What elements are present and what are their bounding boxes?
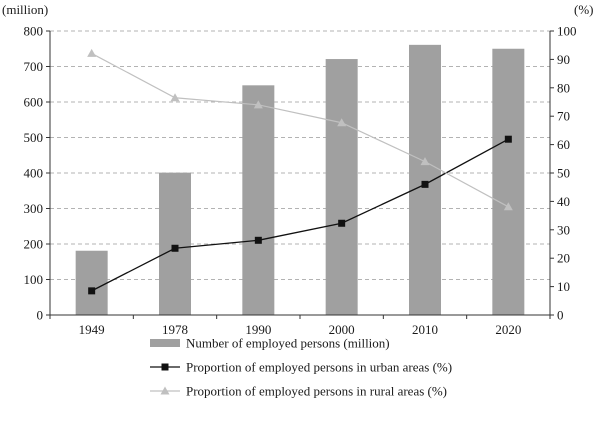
bar <box>409 44 441 315</box>
legend-rural-marker <box>160 386 170 395</box>
rural-point <box>503 202 513 211</box>
x-tick-label: 2010 <box>412 322 438 337</box>
urban-point <box>338 219 346 227</box>
urban-point <box>88 287 96 295</box>
y-right-tick-label: 70 <box>557 109 570 124</box>
legend-bar-label: Number of employed persons (million) <box>186 336 390 351</box>
legend-urban-label: Proportion of employed persons in urban … <box>186 360 452 375</box>
urban-point <box>171 244 179 252</box>
y-left-tick-label: 200 <box>24 237 44 252</box>
y-right-tick-label: 10 <box>557 279 570 294</box>
bar <box>159 172 191 315</box>
y-right-tick-label: 100 <box>557 24 577 39</box>
y-right-tick-label: 80 <box>557 80 570 95</box>
y-left-unit-label: (million) <box>2 2 48 17</box>
urban-point <box>421 180 429 188</box>
rural-point <box>87 48 97 57</box>
line-series <box>87 48 513 295</box>
rural-point <box>337 118 347 127</box>
y-left-tick-label: 100 <box>24 272 44 287</box>
legend-urban-marker <box>161 363 169 371</box>
bar <box>242 85 275 315</box>
x-tick-label: 1990 <box>245 322 271 337</box>
y-right-unit-label: (%) <box>574 2 594 17</box>
rural-point <box>253 100 263 109</box>
y-right-tick-label: 50 <box>557 166 570 181</box>
x-tick-label: 2000 <box>329 322 355 337</box>
y-right-tick-label: 30 <box>557 222 570 237</box>
y-right-tick-label: 60 <box>557 137 570 152</box>
y-left-tick-label: 500 <box>24 130 44 145</box>
legend-rural-label: Proportion of employed persons in rural … <box>186 384 447 399</box>
y-left-tick-label: 400 <box>24 166 44 181</box>
rural-point <box>170 93 180 102</box>
rural-point <box>420 157 430 166</box>
legend: Number of employed persons (million) Prop… <box>150 336 452 399</box>
y-right-tick-label: 40 <box>557 194 570 209</box>
grid-lines <box>50 30 550 280</box>
urban-point <box>254 236 262 244</box>
rural-line <box>91 52 509 208</box>
y-left-tick-label: 800 <box>24 24 44 39</box>
urban-point <box>504 135 512 143</box>
x-tick-label: 1978 <box>162 322 188 337</box>
urban-line <box>91 138 509 292</box>
y-left-tick-label: 600 <box>24 95 44 110</box>
bar <box>492 48 525 315</box>
y-left-tick-label: 700 <box>24 59 44 74</box>
bar <box>75 250 108 315</box>
y-right-tick-label: 0 <box>557 308 564 323</box>
bar <box>325 59 358 315</box>
legend-bar-swatch <box>150 339 180 347</box>
x-tick-label: 2020 <box>495 322 521 337</box>
y-right-tick-label: 90 <box>557 52 570 67</box>
y-left-tick-label: 300 <box>24 201 44 216</box>
x-tick-label: 1949 <box>79 322 105 337</box>
y-left-tick-label: 0 <box>37 308 44 323</box>
axes: 0 100 200 300 400 500 600 700 800 0 10 20 30 40 50 60 70… <box>24 24 577 338</box>
bar-series <box>75 44 525 315</box>
y-right-tick-label: 20 <box>557 251 570 266</box>
